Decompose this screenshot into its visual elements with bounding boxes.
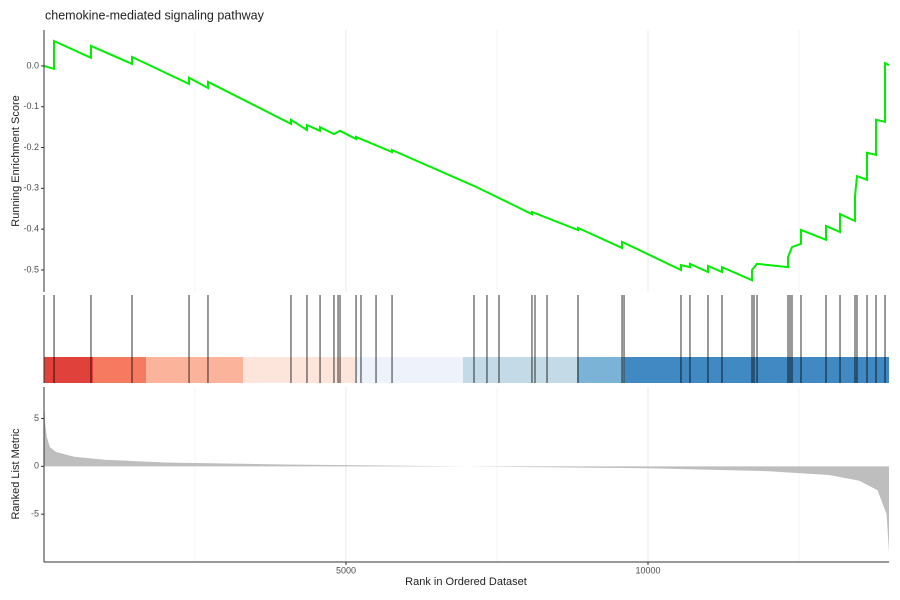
y-tick-label: 0.0 (26, 60, 39, 70)
y-axis-title: Ranked List Metric (10, 428, 22, 520)
y-axis-title: Running Enrichment Score (10, 95, 22, 226)
y-tick-label: 5 (34, 413, 39, 423)
y-tick-label: -0.3 (23, 183, 39, 193)
x-axis-title: Rank in Ordered Dataset (405, 576, 527, 588)
x-tick-label: 10000 (635, 565, 660, 575)
ranked-metric-area (44, 399, 889, 553)
y-tick-label: -0.1 (23, 101, 39, 111)
rank-color-bin (577, 357, 625, 383)
y-tick-label: -0.2 (23, 142, 39, 152)
y-tick-label: -5 (31, 509, 39, 519)
rank-color-bin (44, 357, 93, 383)
rank-color-bin (356, 357, 463, 383)
y-tick-label: -0.5 (23, 264, 39, 274)
chart-title: chemokine-mediated signaling pathway (45, 8, 265, 22)
x-tick-label: 5000 (336, 565, 356, 575)
rank-color-bin (146, 357, 244, 383)
enrichment-line (43, 39, 890, 282)
rank-color-bin (462, 357, 578, 383)
rank-color-bin (243, 357, 357, 383)
y-tick-label: 0 (34, 461, 39, 471)
rank-color-bin (92, 357, 147, 383)
y-tick-label: -0.4 (23, 224, 39, 234)
